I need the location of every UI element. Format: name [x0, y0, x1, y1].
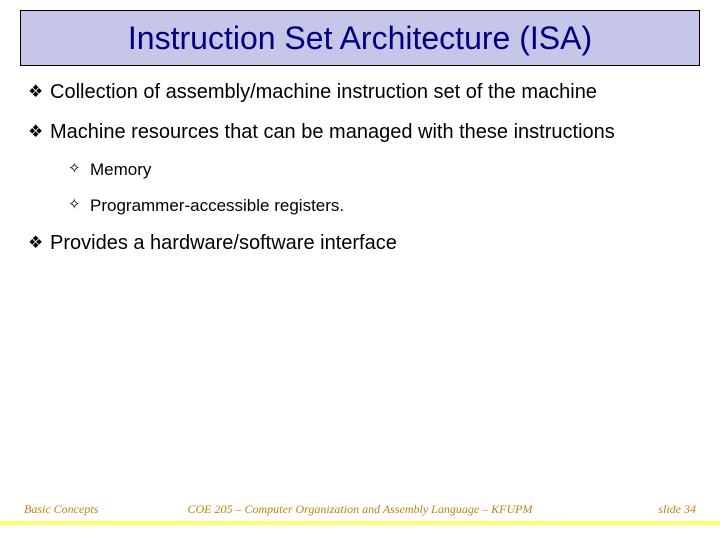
- sub-bullet-item: ✧ Memory: [68, 159, 692, 181]
- bullet-item: ❖ Collection of assembly/machine instruc…: [28, 80, 692, 106]
- sub-bullet-item: ✧ Programmer-accessible registers.: [68, 195, 692, 217]
- hollow-diamond-icon: ✧: [68, 159, 90, 179]
- slide-title: Instruction Set Architecture (ISA): [128, 20, 592, 57]
- footer: Basic Concepts COE 205 – Computer Organi…: [0, 500, 720, 518]
- footer-right-text: slide 34: [658, 502, 696, 517]
- diamond-bullet-icon: ❖: [28, 120, 50, 144]
- sub-bullet-text: Memory: [90, 159, 692, 181]
- bullet-text: Machine resources that can be managed wi…: [50, 120, 692, 146]
- footer-divider: [0, 521, 720, 525]
- diamond-bullet-icon: ❖: [28, 80, 50, 104]
- bullet-text: Provides a hardware/software interface: [50, 231, 692, 257]
- slide: Instruction Set Architecture (ISA) ❖ Col…: [0, 0, 720, 540]
- sub-bullet-text: Programmer-accessible registers.: [90, 195, 692, 217]
- bullet-text: Collection of assembly/machine instructi…: [50, 80, 692, 106]
- bullet-item: ❖ Provides a hardware/software interface: [28, 231, 692, 257]
- bullet-item: ❖ Machine resources that can be managed …: [28, 120, 692, 146]
- title-box: Instruction Set Architecture (ISA): [20, 10, 700, 66]
- footer-center-text: COE 205 – Computer Organization and Asse…: [0, 502, 720, 517]
- diamond-bullet-icon: ❖: [28, 231, 50, 255]
- hollow-diamond-icon: ✧: [68, 195, 90, 215]
- content-area: ❖ Collection of assembly/machine instruc…: [28, 80, 692, 271]
